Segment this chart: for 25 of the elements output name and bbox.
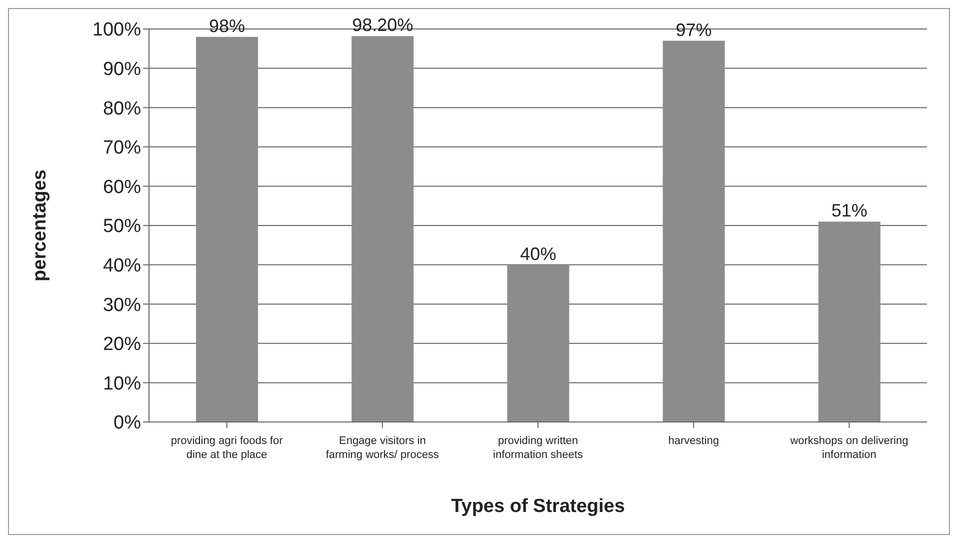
x-tick-label: providing agri foods for dine at the place [170, 435, 284, 461]
y-tick-label: 40% [102, 256, 142, 277]
x-axis-title: Types of Strategies [451, 496, 625, 517]
y-tick-label: 0% [114, 412, 142, 434]
y-tick-label: 10% [102, 373, 142, 394]
y-axis-title: percentages [30, 170, 51, 282]
y-tick-label: 90% [102, 59, 142, 80]
y-tick-label: 100% [92, 20, 142, 41]
bar [352, 36, 414, 422]
y-tick-label: 50% [102, 216, 142, 238]
x-tick-label: harvesting [668, 435, 719, 447]
bar [196, 36, 258, 422]
x-tick-label: providing written information sheets [493, 435, 584, 461]
data-label: 51% [831, 200, 868, 221]
bar [662, 40, 725, 422]
x-tick-label: workshops on delivering information [789, 435, 908, 461]
y-tick-label: 20% [102, 334, 142, 356]
y-tick-label: 30% [102, 294, 142, 316]
y-tick-label: 80% [102, 98, 142, 120]
y-tick-label: 70% [102, 138, 142, 159]
data-label: 40% [520, 244, 556, 264]
bar [818, 222, 880, 422]
y-tick-label: 60% [102, 176, 142, 198]
x-tick-label: Engage visitors in farming works/ process [326, 435, 440, 461]
bar [507, 264, 570, 422]
